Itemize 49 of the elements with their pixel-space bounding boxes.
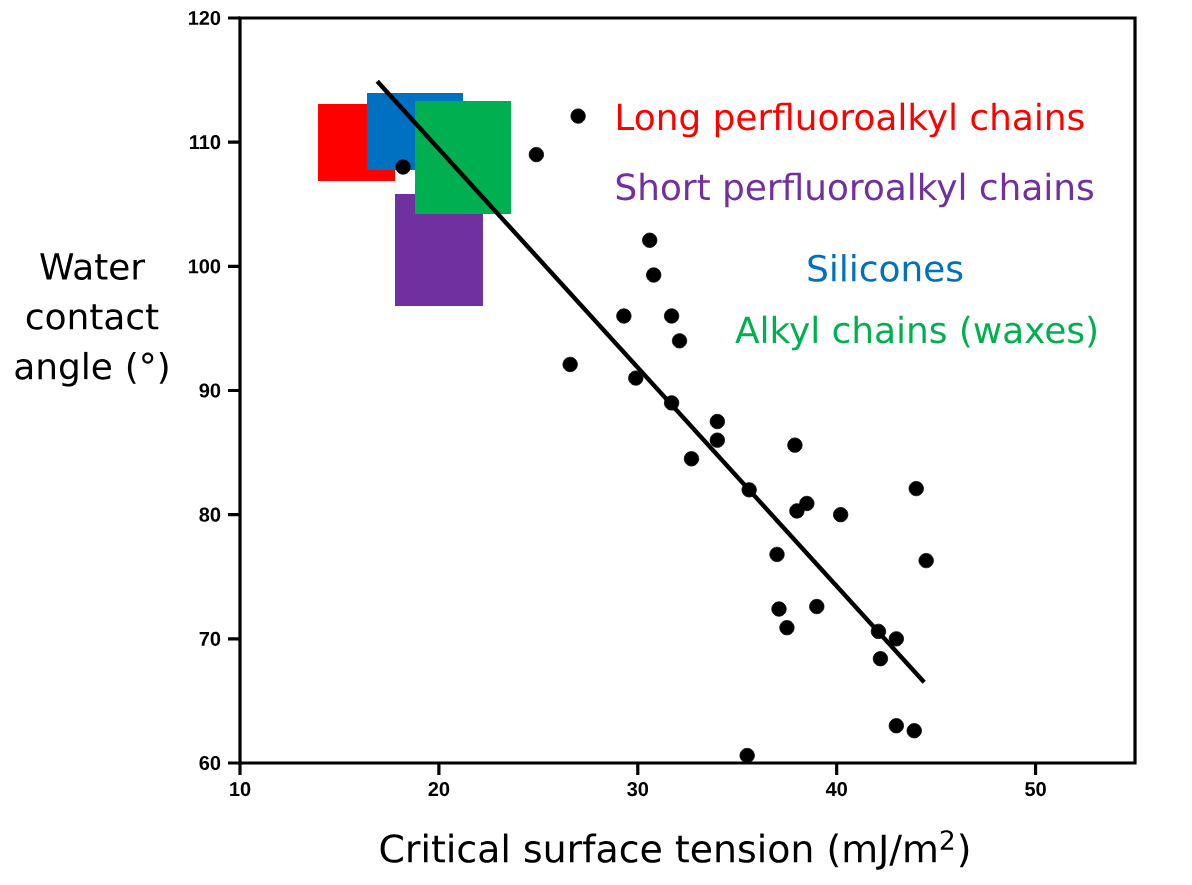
point [906, 723, 922, 739]
x-tick-label: 40 [825, 782, 847, 797]
point [739, 747, 755, 764]
x-tick-label: 20 [428, 782, 450, 797]
point [908, 480, 924, 497]
point [779, 620, 795, 636]
point [771, 601, 787, 617]
point [683, 451, 700, 467]
point [671, 333, 688, 349]
point [769, 546, 785, 562]
annotation: Short perfluoroalkyl chains [616, 172, 1093, 208]
point [787, 437, 803, 453]
y-tick-label: 120 [188, 10, 221, 26]
point [642, 232, 658, 248]
point [709, 432, 725, 448]
x-tick-label: 30 [627, 782, 649, 797]
annotation: Alkyl chains (waxes) [735, 315, 1096, 351]
point [870, 623, 887, 639]
point [663, 308, 680, 324]
x-axis-title: Critical surface tension (mJ/m$^{2}$) [380, 830, 969, 870]
point [628, 370, 644, 386]
point [528, 146, 544, 163]
annotation: Silicones [808, 254, 963, 282]
point [741, 482, 757, 498]
y-tick-label: 80 [199, 507, 221, 522]
point [918, 553, 934, 569]
point [809, 598, 825, 615]
y-axis-title: Water contact angle (°) [15, 253, 168, 387]
point [562, 356, 578, 373]
y-tick-label: 110 [190, 135, 221, 150]
point [709, 413, 725, 430]
y-tick-label: 70 [199, 631, 221, 646]
y-tick-label: 100 [188, 259, 221, 274]
point [833, 507, 849, 523]
point [789, 503, 805, 519]
point [888, 631, 904, 647]
point [799, 495, 815, 512]
annotation: Long perfluoroalkyl chains [617, 102, 1084, 138]
point [570, 108, 586, 124]
point [888, 718, 904, 734]
point [663, 395, 680, 411]
y-tick-label: 60 [199, 755, 221, 771]
x-tick-label: 50 [1025, 782, 1046, 797]
x-tick-label: 10 [230, 782, 251, 797]
point [395, 159, 411, 175]
y-tick-label: 90 [199, 383, 221, 398]
point [872, 651, 889, 667]
point [616, 308, 632, 324]
point [646, 267, 662, 283]
